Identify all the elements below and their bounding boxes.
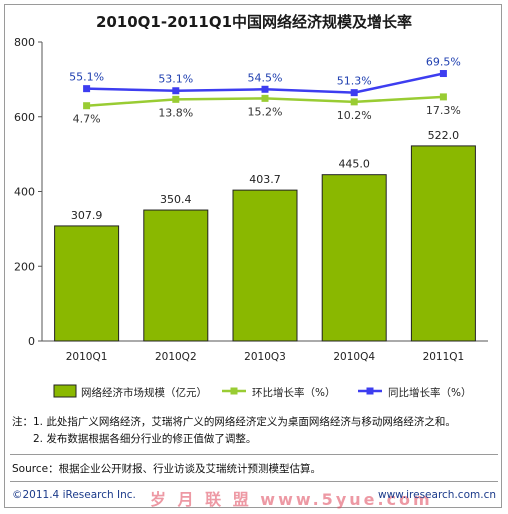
copyright: ©2011.4 iResearch Inc. [12,489,136,501]
bar-value-label: 307.9 [71,209,103,222]
footnote-2: 2. 发布数据根据各细分行业的修正值做了调整。 [33,433,257,445]
bar-value-label: 522.0 [428,129,460,142]
line-value-label: 13.8% [158,106,193,119]
chart-frame [4,4,502,508]
bars [54,145,476,342]
series-point [261,85,269,93]
bar-value-label: 350.4 [160,193,192,206]
legend-swatch-bars [53,384,77,398]
line-value-label: 69.5% [426,56,461,69]
bar [410,145,476,342]
x-tick-label: 2010Q1 [66,351,108,363]
bar [143,209,209,342]
bar [232,189,298,342]
series-point [439,70,447,78]
series-point [261,94,269,102]
line-value-label: 4.7% [73,113,101,126]
data-labels: 307.9 350.4 403.7 445.0 522.0 4.7% 13.8% 15.2% 1… [69,56,461,222]
separator-bottom [10,481,498,482]
lines [83,70,447,110]
series-point [439,93,447,101]
line-value-label: 10.2% [337,109,372,122]
y-tick-label: 800 [14,36,35,49]
series-point [350,89,358,97]
series-point [83,85,91,93]
bar-value-label: 403.7 [249,173,281,186]
bar-value-label: 445.0 [338,158,370,171]
series-point [172,95,180,103]
legend-swatch-marker [366,387,374,395]
legend-label-bars: 网络经济市场规模（亿元） [81,386,207,399]
x-tick-label: 2010Q2 [155,351,197,363]
footnotes: 注：1. 此处指广义网络经济，艾瑞将广义的网络经济定义为桌面网络经济与移动网络经… [12,414,456,448]
footnote-1: 注：1. 此处指广义网络经济，艾瑞将广义的网络经济定义为桌面网络经济与移动网络经… [12,416,456,428]
series-point [350,98,358,106]
legend: 网络经济市场规模（亿元） 环比增长率（%） 同比增长率（%） [53,384,471,399]
y-tick-label: 200 [14,260,35,273]
line-value-label: 53.1% [158,73,193,86]
chart-title: 2010Q1-2011Q1中国网络经济规模及增长率 [95,13,413,31]
line-value-label: 55.1% [69,71,104,84]
legend-label-line: 同比增长率（%） [388,386,471,399]
line-value-label: 15.2% [248,105,283,118]
bar [321,174,387,342]
line-value-label: 51.3% [337,75,372,88]
chart-plot: 0 200 400 600 800 2010Q1 2010Q2 2010Q3 2010Q4 201… [14,36,488,399]
series-point [172,87,180,95]
y-tick-label: 0 [28,335,35,348]
legend-swatch-marker [230,387,238,395]
source-note: Source：根据企业公开财报、行业访谈及艾瑞统计预测模型估算。 [12,463,322,475]
website-url: www.iresearch.com.cn [377,489,496,501]
legend-label-line: 环比增长率（%） [252,386,335,399]
x-tick-label: 2011Q1 [423,351,465,363]
line-value-label: 17.3% [426,104,461,117]
x-tick-label: 2010Q4 [333,351,375,363]
y-tick-label: 600 [14,111,35,124]
separator-top [10,454,498,455]
bar [54,225,120,342]
line-value-label: 54.5% [248,71,283,84]
watermark: 岁 月 联 盟 www.5yue.com [150,490,433,509]
y-tick-label: 400 [14,186,35,199]
series-point [83,102,91,110]
x-tick-label: 2010Q3 [244,351,286,363]
